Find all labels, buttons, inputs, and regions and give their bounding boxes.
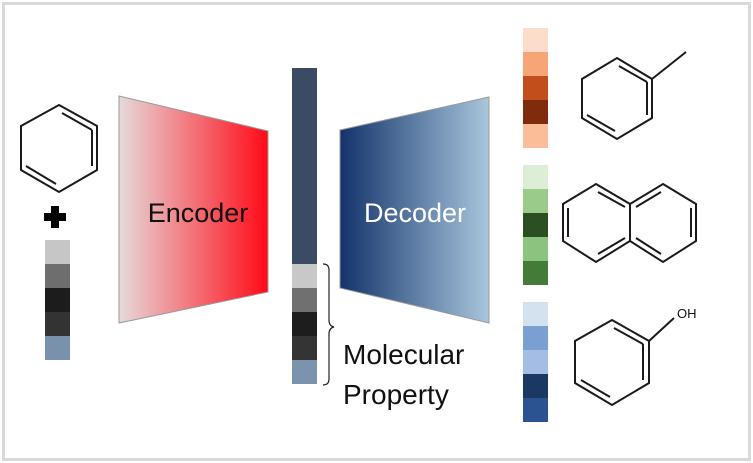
output-green-cell [523,261,548,285]
hydroxyl-label: OH [677,306,697,321]
output-blue-cell [523,302,548,326]
property-bracket [322,263,335,386]
latent-property-cell [292,360,317,384]
output-orange-cell [523,124,548,148]
latent-property-cell [292,264,317,288]
output-green-cell [523,165,548,189]
input-property-cell [45,336,70,360]
latent-property-cell [292,288,317,312]
decoder-block [339,96,490,324]
input-property-cell [45,288,70,312]
property-label-line1: Molecular [343,339,464,370]
encoder-block [118,95,269,324]
output-green-cell [523,189,548,213]
output-vector-green [523,165,548,285]
plus-icon [44,206,66,228]
naphthalene-icon [562,182,697,264]
input-property-cell [45,312,70,336]
property-label-line2: Property [343,379,449,410]
output-blue-cell [523,398,548,422]
input-property-vector [45,240,70,360]
encoder-label: Encoder [148,198,249,228]
benzene-icon [20,103,98,194]
output-vector-blue [523,302,548,422]
output-vector-orange [523,28,548,148]
output-green-cell [523,237,548,261]
output-orange-cell [523,28,548,52]
input-property-cell [45,264,70,288]
toluene-icon [581,51,687,141]
phenol-icon [574,317,675,407]
latent-vector [292,68,317,264]
latent-property-cell [292,336,317,360]
latent-property-cell [292,312,317,336]
output-orange-cell [523,100,548,124]
output-blue-cell [523,374,548,398]
output-orange-cell [523,52,548,76]
input-property-cell [45,240,70,264]
latent-property-vector [292,264,317,384]
decoder-label: Decoder [364,198,466,228]
output-orange-cell [523,76,548,100]
output-blue-cell [523,326,548,350]
output-green-cell [523,213,548,237]
output-blue-cell [523,350,548,374]
